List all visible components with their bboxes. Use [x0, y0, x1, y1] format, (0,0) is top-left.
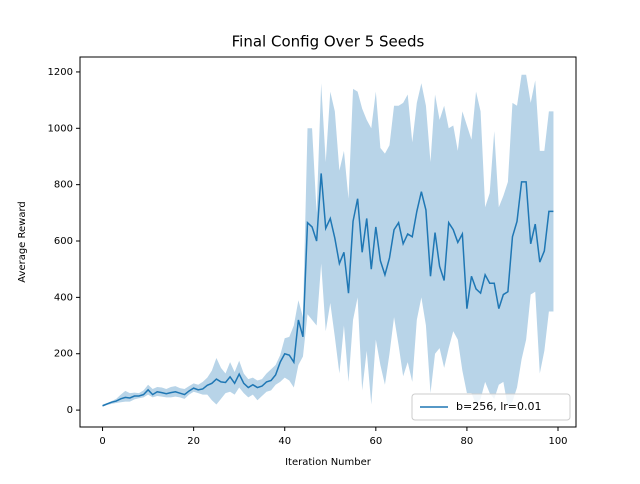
- plot-frame: [79, 56, 577, 428]
- y-tick-label: 1200: [48, 67, 73, 78]
- x-tick-label: 100: [548, 436, 567, 447]
- chart-title: Final Config Over 5 Seeds: [232, 33, 425, 51]
- y-tick-label: 400: [54, 292, 73, 303]
- legend-label: b=256, lr=0.01: [456, 400, 541, 413]
- x-tick-label: 80: [461, 436, 474, 447]
- y-tick-label: 0: [67, 405, 73, 416]
- y-tick-label: 1000: [48, 123, 73, 134]
- confidence-band: [102, 74, 554, 408]
- x-tick-label: 20: [187, 436, 200, 447]
- y-tick-label: 600: [54, 236, 73, 247]
- y-axis-label: Average Reward: [17, 201, 28, 282]
- legend-box: [411, 393, 571, 421]
- x-tick-label: 40: [278, 436, 291, 447]
- line: [102, 173, 554, 407]
- y-tick-label: 200: [54, 349, 73, 360]
- x-tick-label: 0: [99, 436, 105, 447]
- y-tick-label: 800: [54, 180, 73, 191]
- x-axis-label: Iteration Number: [285, 457, 372, 468]
- x-tick-label: 60: [369, 436, 382, 447]
